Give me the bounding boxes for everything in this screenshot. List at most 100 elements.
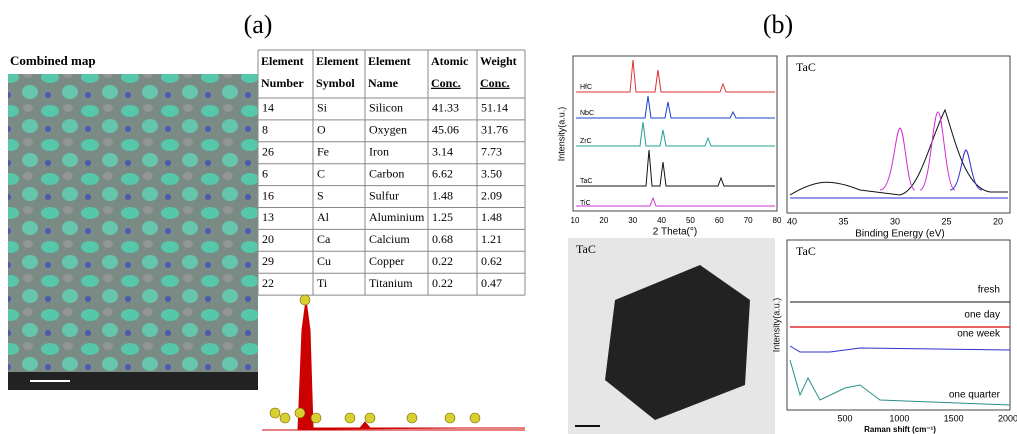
x-tick-label: 25 [941, 216, 951, 226]
table-cell: Titanium [369, 276, 413, 290]
table-header: Element [261, 54, 304, 68]
map-title: Combined map [10, 53, 96, 68]
table-cell: Si [317, 101, 328, 115]
table-cell: 20 [262, 232, 274, 246]
axis-label: Intensity(a.u.) [771, 298, 781, 353]
tem-image: TaC [568, 238, 775, 434]
figure-body: {"panel_a": {"label": "(a)", "map_title"… [0, 0, 1017, 434]
curve-label: one quarter [949, 390, 1001, 401]
x-tick-label: 30 [890, 216, 900, 226]
x-tick-label: 1000 [889, 413, 909, 423]
table-cell: 13 [262, 210, 274, 224]
x-tick-label: 10 [571, 216, 580, 225]
curve-label: one day [964, 310, 1000, 321]
table-cell: Ti [317, 276, 328, 290]
table-cell: 45.06 [432, 123, 459, 137]
table-cell: 1.21 [481, 232, 502, 246]
x-tick-label: 50 [686, 216, 695, 225]
table-cell: 51.14 [481, 101, 508, 115]
table-cell: 3.14 [432, 145, 453, 159]
eds-spectrum [262, 295, 525, 430]
table-cell: 41.33 [432, 101, 459, 115]
series-label: NbC [580, 110, 594, 117]
table-cell: 22 [262, 276, 274, 290]
table-cell: 0.22 [432, 254, 453, 268]
table-cell: Fe [317, 145, 329, 159]
figure: (a) (b) Combined map ElementNumberElemen… [0, 0, 1017, 434]
table-cell: O [317, 123, 326, 137]
table-cell: Sulfur [369, 188, 399, 202]
table-cell: Iron [369, 145, 389, 159]
table-cell: Silicon [369, 101, 403, 115]
series-label: HfC [580, 84, 592, 91]
x-tick-label: 80 [773, 216, 782, 225]
x-tick-label: 70 [744, 216, 753, 225]
table-header: Name [368, 76, 399, 90]
table-cell: C [317, 166, 325, 180]
table-cell: S [317, 188, 324, 202]
table-cell: 8 [262, 123, 268, 137]
series-label: TaC [580, 178, 592, 185]
table-cell: 26 [262, 145, 274, 159]
panel-label: (a) [244, 10, 273, 39]
axis-label: 2 Theta(°) [653, 227, 697, 238]
table-cell: 14 [262, 101, 274, 115]
table-header: Element [368, 54, 411, 68]
x-tick-label: 20 [599, 216, 608, 225]
x-tick-label: 40 [657, 216, 666, 225]
table-header: Element [316, 54, 359, 68]
x-tick-label: 60 [715, 216, 724, 225]
curve-label: fresh [978, 285, 1000, 296]
table-cell: Carbon [369, 166, 404, 180]
table-cell: 7.73 [481, 145, 502, 159]
table-cell: Ca [317, 232, 331, 246]
table-cell: 1.25 [432, 210, 453, 224]
curve-label: one week [957, 329, 1001, 340]
table-header: Conc. [480, 76, 510, 90]
table-header: Symbol [316, 76, 355, 90]
table-cell: 1.48 [481, 210, 502, 224]
x-tick-label: 35 [838, 216, 848, 226]
table-header: Weight [480, 54, 517, 68]
table-cell: Copper [369, 254, 404, 268]
page: body { margin: 0; width: 1017px; height:… [0, 0, 1017, 434]
x-tick-label: 30 [628, 216, 637, 225]
element-table: Element Number Element Symbol Element Name Ato… [258, 50, 525, 295]
plot-title: TaC [796, 60, 816, 74]
table-cell: Aluminium [369, 210, 425, 224]
table-cell: Al [317, 210, 330, 224]
table-cell: Oxygen [369, 123, 407, 137]
table-cell: 31.76 [481, 123, 508, 137]
table-cell: Cu [317, 254, 331, 268]
table-cell: 6 [262, 166, 268, 180]
table-cell: 0.62 [481, 254, 502, 268]
table-cell: 1.48 [432, 188, 453, 202]
series-label: ZrC [580, 138, 592, 145]
table-cell: 3.50 [481, 166, 502, 180]
table-header: Conc. [431, 76, 461, 90]
plot-title: TaC [796, 244, 816, 258]
axis-label: Binding Energy (eV) [855, 229, 945, 240]
x-tick-label: 2000 [998, 413, 1017, 423]
table-cell: 16 [262, 188, 274, 202]
table-header: Atomic [431, 54, 469, 68]
table-cell: 2.09 [481, 188, 502, 202]
table-cell: 6.62 [432, 166, 453, 180]
table-header: Number [261, 76, 304, 90]
axis-label: Raman shift (cm⁻¹) [864, 425, 936, 434]
xps-plot: TaC Binding Energy (eV) [787, 56, 1010, 240]
table-cell: 0.22 [432, 276, 453, 290]
series-label: TiC [580, 200, 591, 207]
table-cell: 0.47 [481, 276, 502, 290]
table-cell: Calcium [369, 232, 410, 246]
element-map [8, 74, 258, 390]
x-tick-label: 20 [993, 216, 1003, 226]
table-cell: 29 [262, 254, 274, 268]
x-tick-label: 500 [837, 413, 852, 423]
table-cell: 0.68 [432, 232, 453, 246]
plot-title: TaC [576, 242, 596, 256]
x-tick-label: 40 [787, 216, 797, 226]
panel-label: (b) [763, 10, 793, 39]
axis-label: Intensity(a.u.) [556, 107, 566, 162]
x-tick-label: 1500 [944, 413, 964, 423]
